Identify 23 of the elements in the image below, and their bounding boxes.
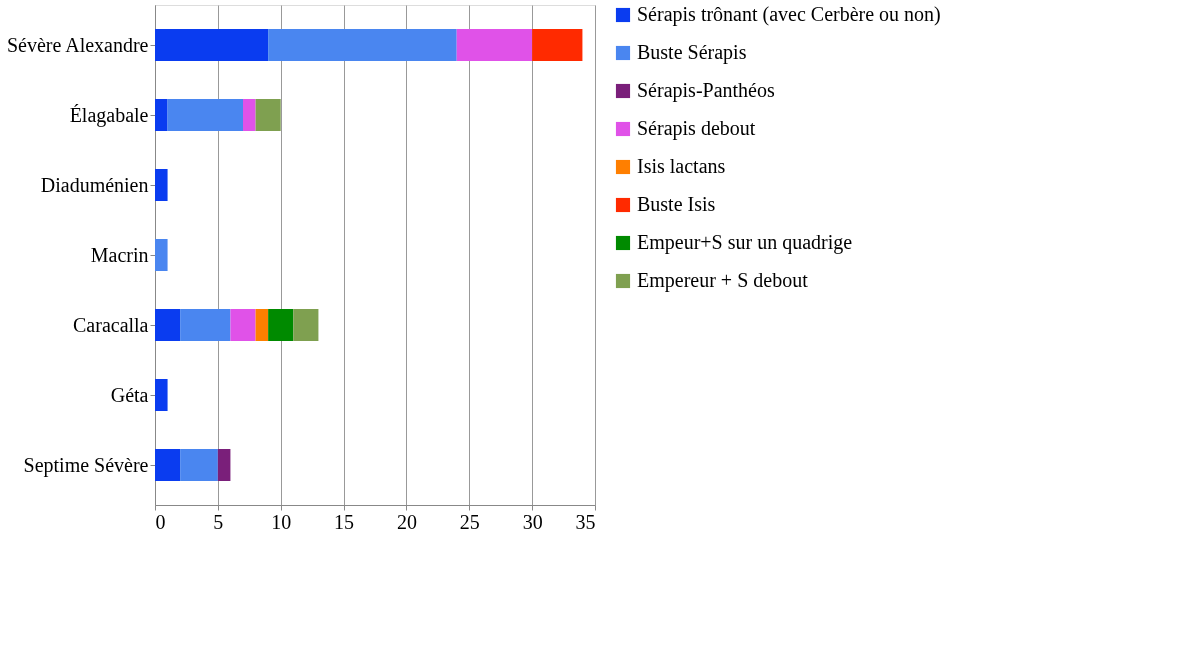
- x-tick-label: 35: [575, 510, 596, 533]
- y-tick-label: Élagabale: [69, 103, 149, 127]
- x-tick-label: 10: [271, 510, 292, 533]
- y-tick-label: Caracalla: [73, 313, 149, 336]
- legend-label: Empereur + S debout: [637, 269, 809, 292]
- y-tick-label: Diaduménien: [40, 173, 149, 196]
- y-tick-label: Géta: [110, 383, 149, 406]
- x-tick-label: 20: [396, 510, 417, 533]
- x-tick-label: 30: [522, 510, 543, 533]
- legend-label: Buste Sérapis: [637, 41, 747, 64]
- legend-label: Empeur+S sur un quadrige: [637, 231, 853, 254]
- x-tick-label: 5: [213, 510, 224, 533]
- legend-label: Isis lactans: [637, 155, 726, 177]
- x-tick-label: 25: [459, 510, 480, 533]
- y-tick-label: Septime Sévère: [23, 453, 149, 477]
- legend-label: Sérapis-Panthéos: [637, 79, 775, 102]
- legend-label: Buste Isis: [637, 193, 716, 215]
- x-tick-label: 0: [155, 510, 166, 533]
- legend-label: Sérapis debout: [637, 117, 756, 140]
- y-tick-label: Sévère Alexandre: [6, 33, 149, 56]
- x-tick-label: 15: [334, 510, 355, 533]
- y-tick-label: Macrin: [90, 243, 149, 266]
- legend-label: Sérapis trônant (avec Cerbère ou non): [637, 3, 941, 26]
